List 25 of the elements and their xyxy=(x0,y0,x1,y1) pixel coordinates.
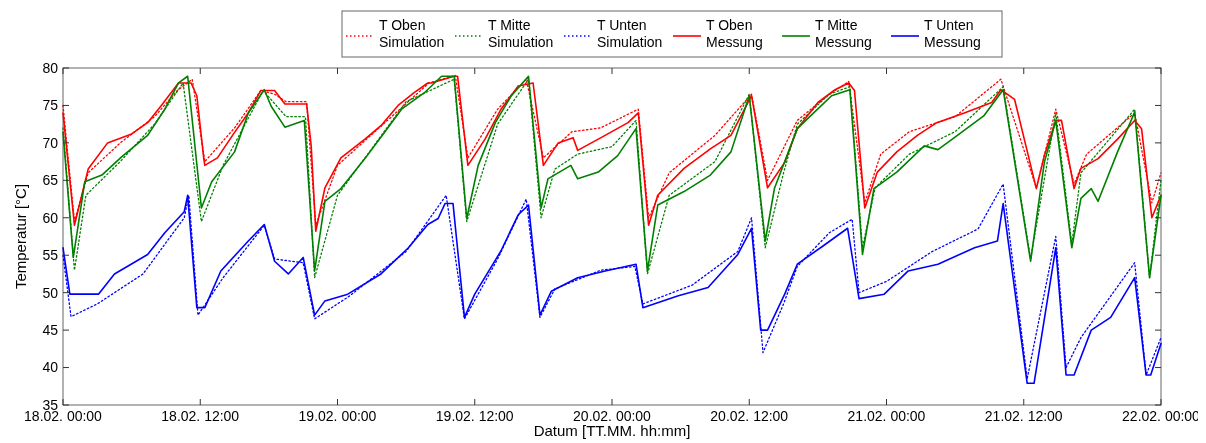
y-tick-label: 50 xyxy=(42,284,59,301)
x-tick-label: 18.02. 12:00 xyxy=(161,408,240,424)
legend-label: T Unten Messung xyxy=(924,17,981,50)
legend-label: T Oben Simulation xyxy=(379,17,445,50)
y-tick-label: 40 xyxy=(42,359,59,376)
y-tick-label: 75 xyxy=(42,97,59,114)
x-tick-label: 21.02. 00:00 xyxy=(847,408,926,424)
legend-label: T Mitte Messung xyxy=(815,17,872,50)
y-tick-label: 45 xyxy=(42,322,59,339)
x-tick-label: 21.02. 12:00 xyxy=(984,408,1063,424)
legend-label: T Unten Simulation xyxy=(597,17,663,50)
legend-label: T Oben Messung xyxy=(706,17,763,50)
x-tick-label: 19.02. 12:00 xyxy=(435,408,514,424)
y-tick-label: 80 xyxy=(42,59,59,76)
y-tick-label: 70 xyxy=(42,134,59,151)
x-tick-label: 20.02. 00:00 xyxy=(573,408,652,424)
x-tick-label: 20.02. 12:00 xyxy=(710,408,789,424)
x-tick-label: 19.02. 00:00 xyxy=(298,408,377,424)
y-tick-label: 65 xyxy=(42,172,59,189)
legend-label: T Mitte Simulation xyxy=(488,17,554,50)
x-axis-title: Datum [TT.MM. hh:mm] xyxy=(533,422,691,439)
y-tick-label: 35 xyxy=(42,396,59,413)
y-tick-label: 55 xyxy=(42,247,59,264)
y-axis-title: Temperatur [°C] xyxy=(12,183,29,290)
y-tick-label: 60 xyxy=(42,209,59,226)
